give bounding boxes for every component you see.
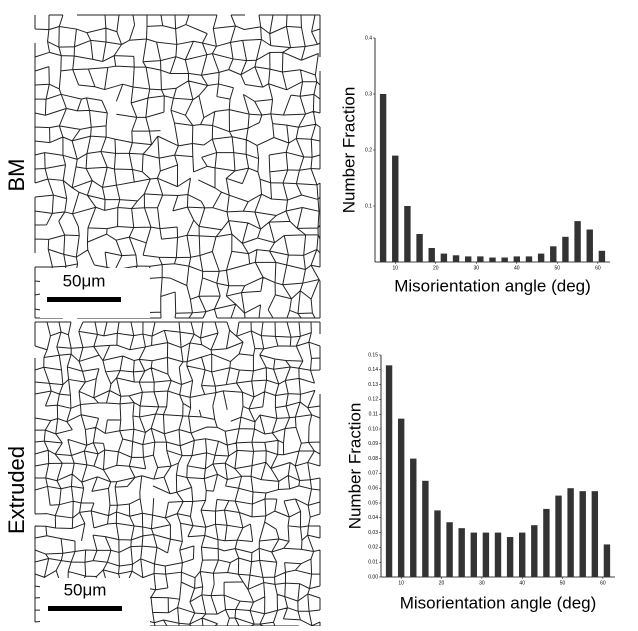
panel-label: Extruded xyxy=(4,446,29,534)
y-axis-label: Number Fraction xyxy=(339,87,358,214)
x-tick-label: 30 xyxy=(474,265,480,271)
x-axis-label: Misorientation angle (deg) xyxy=(400,593,597,612)
y-tick-label: 0.3 xyxy=(365,91,372,97)
x-tick-label: 60 xyxy=(595,265,601,271)
x-tick-label: 60 xyxy=(600,580,606,586)
bar xyxy=(458,528,465,577)
bar xyxy=(579,491,586,577)
bar xyxy=(543,508,550,577)
bar xyxy=(603,544,611,577)
bar xyxy=(574,221,581,262)
x-tick-label: 20 xyxy=(439,580,445,586)
bar xyxy=(464,256,472,262)
x-tick-label: 10 xyxy=(392,265,398,271)
bar xyxy=(501,257,508,262)
bar xyxy=(385,365,393,577)
y-tick-label: 0.04 xyxy=(368,515,378,521)
scale-bar xyxy=(48,606,122,611)
scale-bar-label: 50μm xyxy=(63,271,106,290)
y-tick-label: 0.2 xyxy=(365,147,372,153)
y-tick-label: 0.05 xyxy=(368,500,378,506)
scale-bar-bg xyxy=(40,578,150,626)
y-tick-label: 0.01 xyxy=(368,560,378,566)
bar xyxy=(397,418,405,577)
bar xyxy=(598,250,606,262)
bar xyxy=(586,229,593,262)
y-tick-label: 0.00 xyxy=(368,574,378,580)
bar xyxy=(550,246,557,262)
scale-bar xyxy=(47,297,121,302)
grain-boundaries xyxy=(34,14,321,319)
bar xyxy=(531,525,538,577)
bar xyxy=(434,510,441,577)
y-tick-label: 0.11 xyxy=(369,412,379,418)
y-tick-label: 0.08 xyxy=(368,456,378,462)
y-tick-label: 0.15 xyxy=(368,352,378,358)
panel-label: BM xyxy=(4,159,29,192)
y-tick-label: 0.4 xyxy=(365,35,372,41)
bar xyxy=(591,491,599,577)
y-tick-label: 0.06 xyxy=(368,486,378,492)
bar xyxy=(440,253,448,262)
scale-bar-label: 50μm xyxy=(64,580,107,599)
x-tick-label: 40 xyxy=(519,580,525,586)
y-tick-label: 0.13 xyxy=(368,382,378,388)
x-tick-label: 50 xyxy=(555,265,561,271)
bar xyxy=(416,234,423,262)
y-tick-label: 0.10 xyxy=(368,426,378,432)
bar xyxy=(422,480,429,577)
bar xyxy=(379,94,387,262)
y-tick-label: 0.09 xyxy=(368,441,378,447)
bar xyxy=(392,155,399,262)
x-tick-label: 40 xyxy=(514,265,520,271)
bar xyxy=(567,488,574,577)
bar xyxy=(555,495,562,577)
bar xyxy=(513,256,521,262)
y-tick-label: 0.12 xyxy=(368,397,378,403)
x-axis-label: Misorientation angle (deg) xyxy=(394,276,591,295)
bar xyxy=(537,253,545,262)
bar xyxy=(410,458,417,577)
x-tick-label: 30 xyxy=(479,580,485,586)
bar xyxy=(446,522,453,577)
bar xyxy=(506,537,514,577)
grain-maps xyxy=(34,14,321,627)
bar xyxy=(428,248,435,262)
y-tick-label: 0.07 xyxy=(368,471,378,477)
y-tick-label: 0.03 xyxy=(368,530,378,536)
bar xyxy=(404,206,411,262)
scale-bar-bg xyxy=(40,268,150,318)
bar xyxy=(519,532,526,577)
y-tick-label: 0.02 xyxy=(368,545,378,551)
bar xyxy=(489,257,496,262)
bar xyxy=(494,532,502,577)
bar xyxy=(525,256,533,262)
bar xyxy=(482,532,490,577)
grain-boundaries xyxy=(34,321,321,627)
bar xyxy=(562,236,569,262)
y-tick-label: 0.1 xyxy=(365,203,372,209)
bar xyxy=(477,256,484,262)
y-axis-label: Number Fraction xyxy=(345,403,364,530)
bar xyxy=(470,532,477,577)
x-tick-label: 10 xyxy=(398,580,404,586)
x-tick-label: 20 xyxy=(433,265,439,271)
y-tick-label: 0.14 xyxy=(368,367,378,373)
x-tick-label: 50 xyxy=(560,580,566,586)
bar xyxy=(452,255,460,262)
